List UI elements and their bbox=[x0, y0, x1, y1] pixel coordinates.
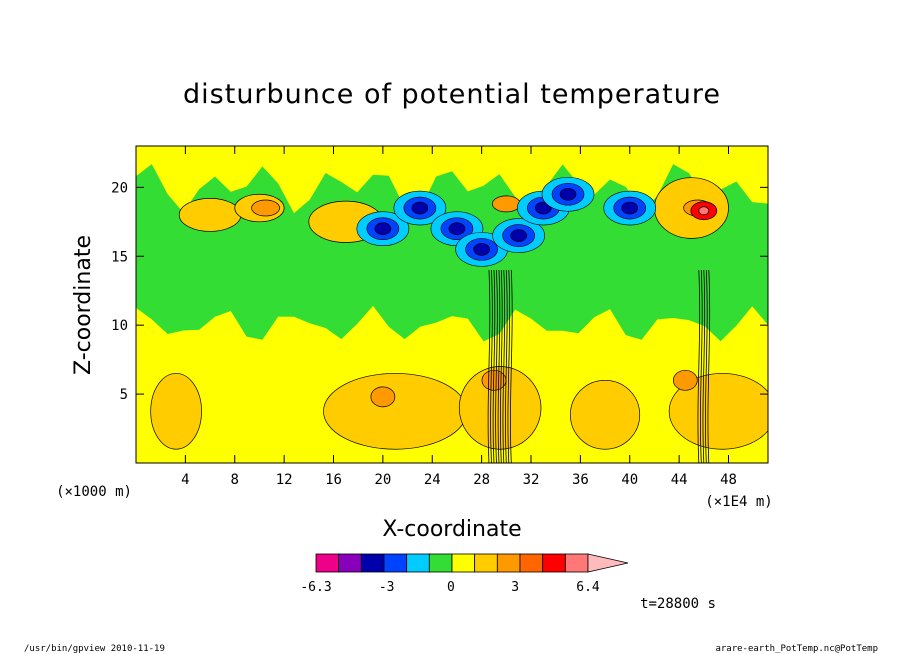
convective-column-line bbox=[505, 270, 508, 463]
colorbar-extend-arrow bbox=[587, 553, 629, 573]
convective-column-line bbox=[487, 270, 491, 463]
x-tick-label: 44 bbox=[671, 472, 688, 488]
x-tick-label: 24 bbox=[424, 472, 441, 488]
x-ticks: 4 8 12 16 20 24 28 32 36 40 44 48 bbox=[181, 146, 737, 488]
x-units-label: (×1000 m) bbox=[56, 484, 132, 500]
cold-cell-core bbox=[535, 201, 552, 215]
x-tick-label: 16 bbox=[325, 472, 342, 488]
y-tick-label: 10 bbox=[111, 318, 128, 334]
footer-left: /usr/bin/gpview 2010-11-19 bbox=[24, 644, 165, 654]
convective-column-line bbox=[697, 270, 701, 463]
colorbar-tick-label: 3 bbox=[511, 580, 519, 595]
warm-layer-blob bbox=[570, 379, 641, 450]
x-tick-label: 8 bbox=[231, 472, 239, 488]
y-tick-label: 20 bbox=[111, 180, 128, 196]
y-tick-label: 5 bbox=[120, 387, 128, 403]
x-axis-label: X-coordinate bbox=[382, 517, 521, 542]
convective-column-line bbox=[702, 270, 706, 463]
x-tick-label: 48 bbox=[720, 472, 737, 488]
colorbar-tick-label: 0 bbox=[447, 580, 455, 595]
time-label: t=28800 s bbox=[640, 596, 716, 612]
colorbar-swatch bbox=[383, 553, 408, 573]
footer-right: arare-earth_PotTemp.nc@PotTemp bbox=[715, 644, 878, 654]
x-tick-label: 40 bbox=[621, 472, 638, 488]
convective-column-line bbox=[705, 270, 708, 463]
colorbar: -6.3 -3 0 3 6.4 bbox=[300, 553, 629, 595]
cold-cell-core bbox=[448, 222, 466, 235]
hot-spot-core bbox=[698, 206, 710, 216]
convective-column-line bbox=[510, 270, 513, 463]
convective-column-line bbox=[707, 270, 711, 463]
cold-cell-core bbox=[510, 229, 527, 242]
warm-layer-blob bbox=[458, 366, 542, 450]
y-ticks: 5 10 15 20 bbox=[111, 180, 768, 403]
convective-column-line bbox=[490, 270, 493, 463]
cold-cell-core bbox=[621, 201, 639, 215]
colorbar-swatch bbox=[542, 553, 566, 573]
upper-warm-core bbox=[491, 195, 521, 213]
chart-title: disturbunce of potential temperature bbox=[183, 79, 721, 110]
cold-cell-core bbox=[559, 187, 577, 201]
upper-warm-core bbox=[251, 199, 280, 217]
x-scale-note: (×1E4 m) bbox=[705, 494, 772, 510]
colorbar-swatch bbox=[451, 553, 476, 573]
colorbar-swatch bbox=[496, 553, 521, 573]
y-axis-label: Z-coordinate bbox=[71, 235, 96, 375]
colorbar-swatch bbox=[315, 553, 340, 573]
x-tick-label: 32 bbox=[523, 472, 540, 488]
colorbar-swatch bbox=[360, 553, 385, 573]
convective-column-line bbox=[497, 270, 501, 463]
upper-warm-patch bbox=[178, 198, 242, 232]
x-tick-label: 20 bbox=[374, 472, 391, 488]
convective-column-line bbox=[502, 270, 506, 463]
colorbar-tick-label: -3 bbox=[379, 580, 395, 595]
convective-column-line bbox=[495, 270, 498, 463]
colorbar-swatch bbox=[564, 553, 589, 573]
convective-column-line bbox=[507, 270, 511, 463]
convective-column-line bbox=[492, 270, 496, 463]
warm-layer-blob bbox=[323, 373, 468, 450]
convective-column-line bbox=[500, 270, 503, 463]
x-tick-label: 36 bbox=[572, 472, 589, 488]
colorbar-swatch bbox=[428, 553, 453, 573]
warm-layer-blob bbox=[668, 373, 768, 450]
colorbar-swatch bbox=[519, 553, 544, 573]
colorbar-swatch bbox=[474, 553, 498, 573]
convective-column-line bbox=[700, 270, 703, 463]
x-tick-label: 12 bbox=[276, 472, 293, 488]
heatmap-field bbox=[136, 146, 768, 463]
colorbar-swatch bbox=[406, 553, 430, 573]
warm-layer-blob bbox=[150, 373, 202, 450]
colorbar-tick-label: -6.3 bbox=[300, 580, 331, 595]
y-tick-label: 15 bbox=[111, 249, 128, 265]
cold-cell-core bbox=[374, 222, 392, 235]
cold-cell-core bbox=[473, 243, 490, 256]
colorbar-swatch bbox=[338, 553, 362, 573]
colorbar-tick-label: 6.4 bbox=[576, 580, 600, 595]
warm-core bbox=[370, 386, 396, 408]
warm-core bbox=[672, 369, 698, 391]
plot-frame bbox=[135, 145, 769, 464]
x-tick-label: 28 bbox=[473, 472, 490, 488]
x-tick-label: 4 bbox=[181, 472, 189, 488]
cold-cell-core bbox=[411, 201, 429, 215]
